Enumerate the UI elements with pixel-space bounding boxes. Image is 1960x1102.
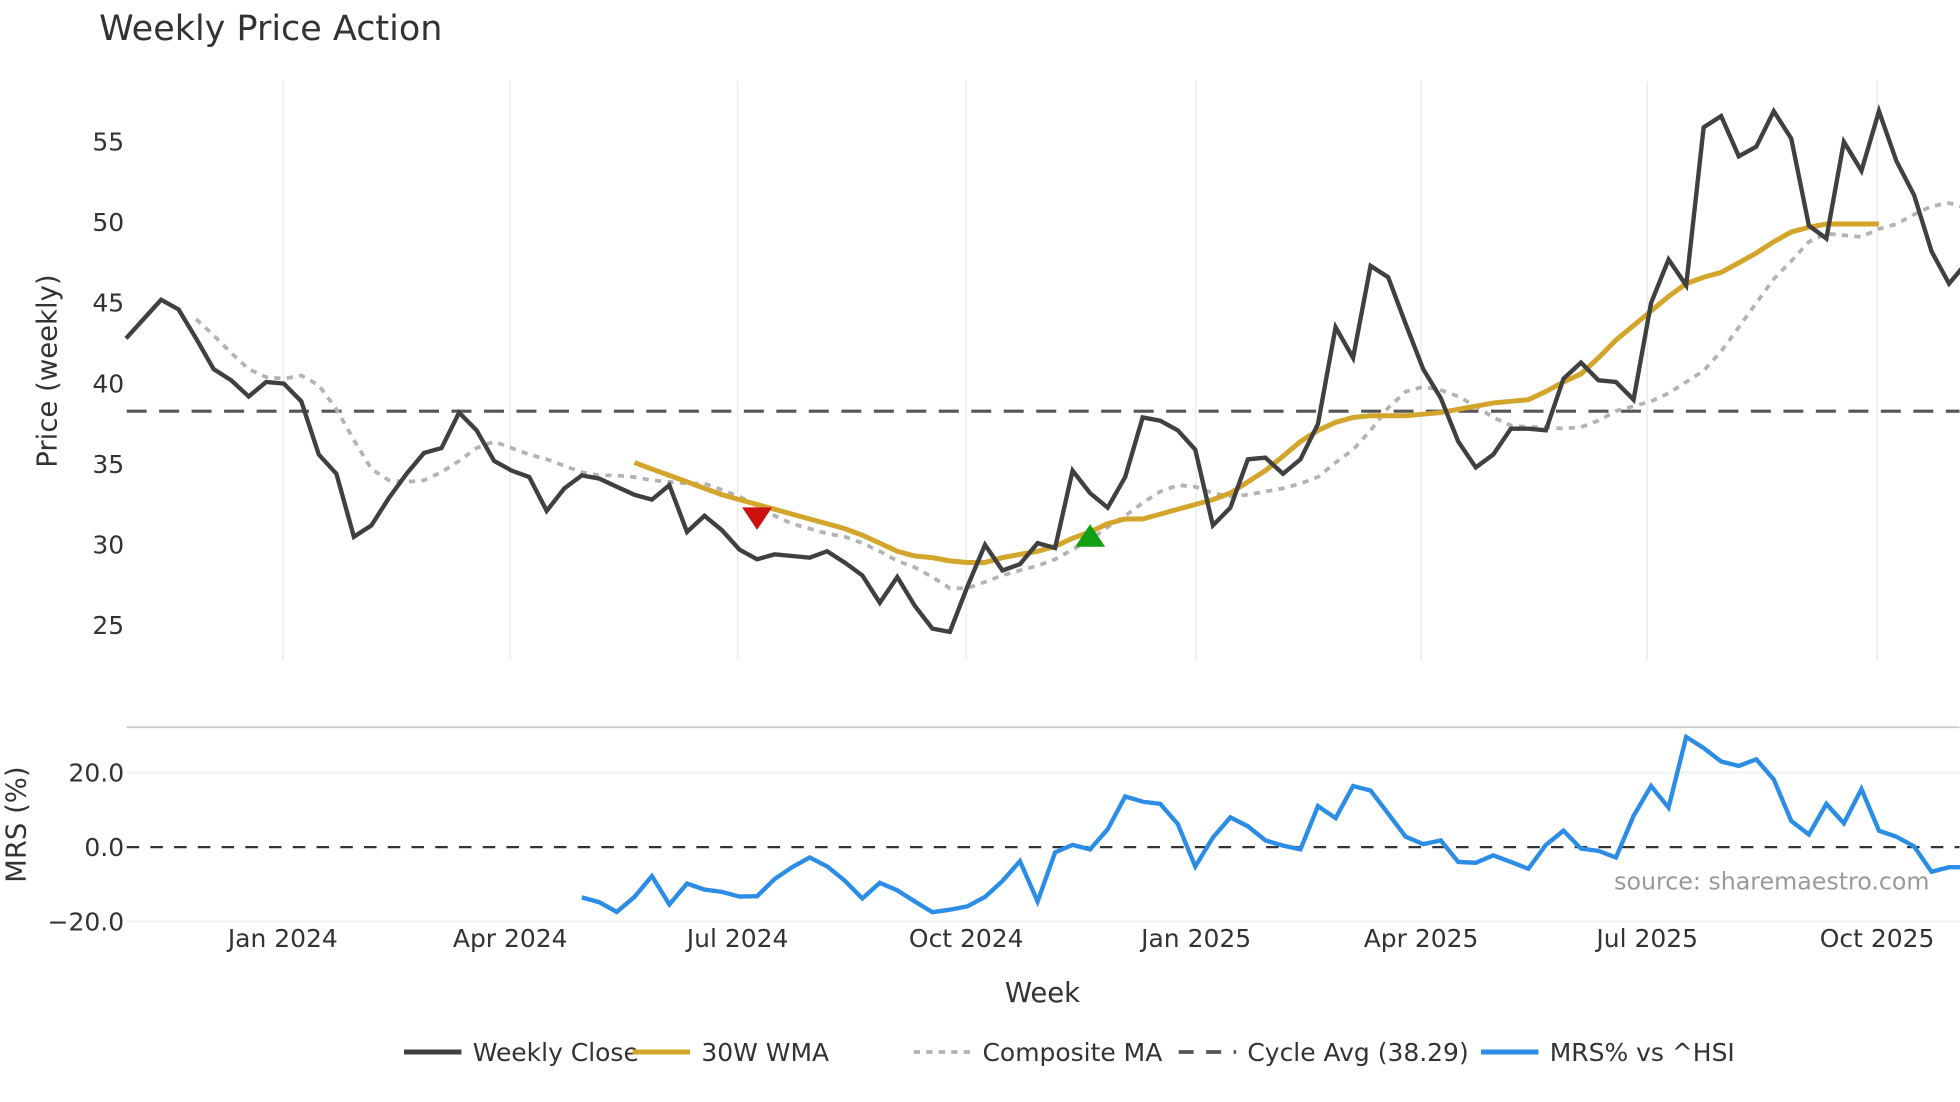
price-y-tick-label: 30	[92, 530, 124, 559]
price-y-tick-label: 50	[92, 208, 124, 237]
legend-item-label: Weekly Close	[473, 1038, 639, 1067]
x-tick-label: Jul 2025	[1594, 924, 1698, 953]
x-tick-label: Jan 2024	[226, 924, 338, 953]
source-annotation: source: sharemaestro.com	[1614, 868, 1929, 896]
chart-title: Weekly Price Action	[99, 9, 442, 49]
mrs-horizontal-gridlines	[126, 771, 1960, 923]
mrs-y-tick-label: 0.0	[84, 833, 124, 862]
weekly-close-line	[124, 104, 1960, 635]
mrs-y-axis-ticks: −20.0 0.0 20.0	[48, 758, 125, 936]
sell-signal-marker	[742, 507, 773, 530]
price-y-tick-label: 40	[92, 369, 124, 398]
mrs-y-tick-label: 20.0	[69, 758, 125, 787]
legend-item-label: MRS% vs ^HSI	[1550, 1038, 1735, 1067]
price-y-axis-ticks: 25 30 35 40 45 50 55	[92, 128, 124, 641]
x-axis-label: Week	[1005, 977, 1080, 1009]
x-tick-label: Apr 2024	[453, 924, 568, 953]
price-y-axis-label: Price (weekly)	[32, 274, 64, 467]
legend-item-label: Cycle Avg (38.29)	[1247, 1038, 1468, 1067]
price-y-tick-label: 35	[92, 450, 124, 479]
x-tick-label: Jan 2025	[1139, 924, 1251, 953]
price-y-tick-label: 45	[92, 289, 124, 318]
price-vertical-gridlines	[282, 81, 1878, 660]
x-tick-label: Oct 2025	[1820, 924, 1935, 953]
mrs-y-tick-label: −20.0	[48, 907, 125, 936]
x-tick-label: Jul 2024	[685, 924, 789, 953]
signal-markers	[742, 507, 1106, 547]
composite-ma-line	[194, 201, 1960, 591]
price-y-tick-label: 25	[92, 611, 124, 640]
x-axis-ticks: Jan 2024 Apr 2024 Jul 2024 Oct 2024 Jan 2025…	[226, 924, 1935, 953]
x-tick-label: Apr 2025	[1364, 924, 1479, 953]
price-y-tick-label: 55	[92, 128, 124, 157]
legend-item-label: Composite MA	[982, 1038, 1162, 1067]
x-tick-label: Oct 2024	[909, 924, 1024, 953]
legend-item-label: 30W WMA	[701, 1038, 829, 1067]
mrs-y-axis-label: MRS (%)	[0, 766, 32, 883]
mrs-line	[581, 733, 1960, 915]
buy-signal-marker	[1075, 524, 1106, 547]
legend: Weekly Close 30W WMA Composite MA Cycle Avg…	[404, 1038, 1735, 1067]
wma-30w-line	[633, 221, 1879, 565]
